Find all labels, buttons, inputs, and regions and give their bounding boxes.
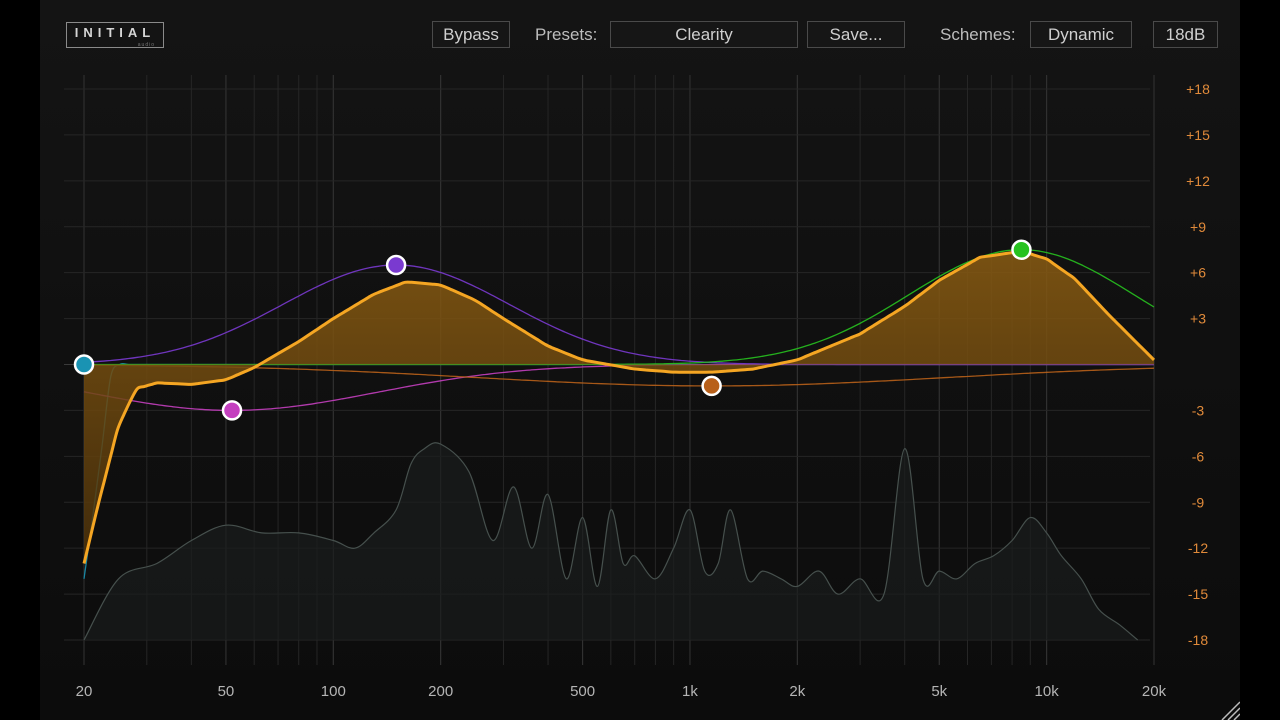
gain-label: +6 xyxy=(1190,265,1206,281)
freq-label: 10k xyxy=(1035,683,1060,700)
band-curve-presence xyxy=(83,364,1155,387)
freq-label: 500 xyxy=(570,683,595,700)
bypass-button[interactable]: Bypass xyxy=(432,21,510,48)
preset-selector[interactable]: Clearity xyxy=(610,21,798,48)
response-fill xyxy=(84,251,1154,564)
gain-label: -12 xyxy=(1188,540,1208,556)
brand-logo-sub: audio xyxy=(137,42,155,48)
gain-label: -6 xyxy=(1192,448,1205,464)
gain-label: -3 xyxy=(1192,402,1205,418)
brand-logo: INITIAL audio xyxy=(66,22,164,48)
band-handle-high_bell[interactable] xyxy=(1011,239,1032,260)
save-button[interactable]: Save... xyxy=(807,21,905,48)
gain-label: +15 xyxy=(1186,127,1210,143)
band-handle-low_cut[interactable] xyxy=(73,354,95,375)
gain-label: -9 xyxy=(1192,494,1205,510)
spectrum-layer xyxy=(83,442,1139,641)
brand-logo-text: INITIAL xyxy=(74,25,156,40)
spectrum-line xyxy=(83,442,1139,641)
resize-grip-icon[interactable] xyxy=(1218,698,1240,720)
band-handle-low_shelf[interactable] xyxy=(221,400,243,421)
band-handle-presence[interactable] xyxy=(701,375,722,397)
freq-label: 1k xyxy=(682,683,698,700)
freq-label: 20 xyxy=(76,683,93,700)
spectrum-fill xyxy=(84,442,1138,640)
freq-label: 20k xyxy=(1142,683,1167,700)
band-handle-mid_bell[interactable] xyxy=(385,254,407,276)
frequency-labels: 20 50 100 200 500 1k 2k 5k 10k 20k xyxy=(76,683,1167,700)
scheme-selector[interactable]: Dynamic xyxy=(1030,21,1132,48)
gain-label: +9 xyxy=(1190,219,1206,235)
presets-label: Presets: xyxy=(535,25,598,44)
gain-label: +12 xyxy=(1186,173,1210,189)
freq-label: 2k xyxy=(789,683,805,700)
gain-label: +18 xyxy=(1186,81,1210,97)
gain-label: +3 xyxy=(1190,311,1206,327)
response-layer xyxy=(82,249,1156,564)
freq-label: 100 xyxy=(321,683,346,700)
gain-label: -15 xyxy=(1188,586,1208,602)
range-selector[interactable]: 18dB xyxy=(1153,21,1218,48)
schemes-label: Schemes: xyxy=(940,25,1016,44)
gain-label: -18 xyxy=(1188,632,1208,648)
freq-label: 50 xyxy=(218,683,235,700)
freq-label: 200 xyxy=(428,683,453,700)
response-curve xyxy=(82,249,1156,564)
band-handles[interactable] xyxy=(73,239,1032,421)
gain-labels: +18 +15 +12 +9 +6 +3 -3 -6 -9 -12 -15 -18 xyxy=(1186,81,1210,648)
freq-label: 5k xyxy=(931,683,947,700)
